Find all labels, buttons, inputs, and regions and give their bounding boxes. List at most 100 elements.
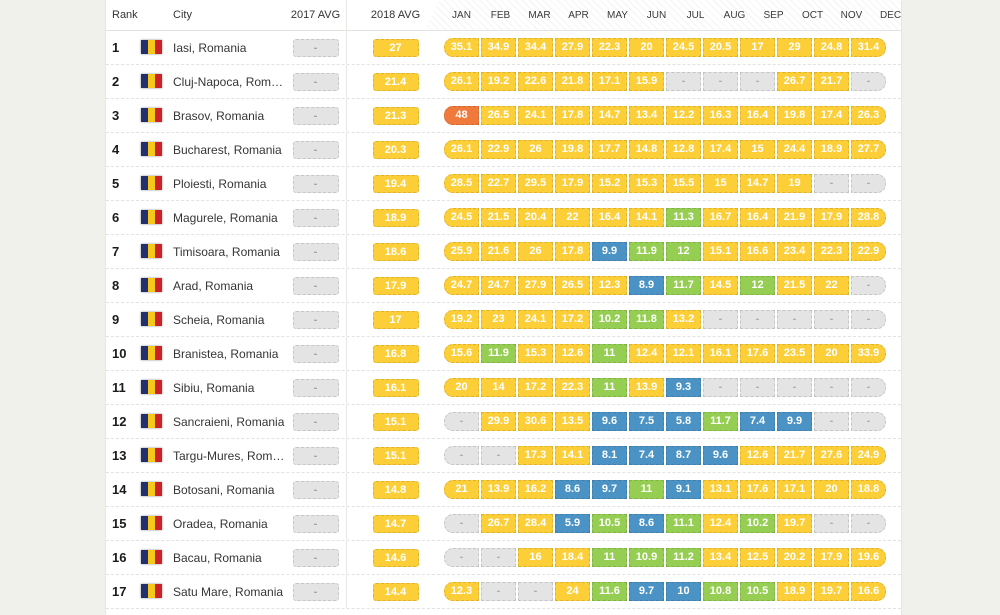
month-value-cell: 26.5 xyxy=(555,276,590,295)
city-name: Branistea, Romania xyxy=(173,346,279,361)
table-row[interactable]: 11 Sibiu, Romania - 16.1 20 14 17.2 22.3 11 1… xyxy=(106,371,901,405)
month-value-cell: 14.7 xyxy=(592,106,627,125)
month-value-cell: 15.5 xyxy=(666,174,701,193)
month-cells: 24.7 24.7 27.9 26.5 12.3 8.9 11.7 14.5 12 21.5 22- xyxy=(444,276,886,295)
romania-flag-icon xyxy=(141,40,162,55)
avg-2018-badge: 19.4 xyxy=(372,174,419,193)
avg-2018-badge: 27 xyxy=(372,38,419,57)
avg-2018-badge: 14.6 xyxy=(372,548,419,567)
city-name: Ploiesti, Romania xyxy=(173,176,267,191)
month-value-cell: - xyxy=(777,310,812,329)
avg-2017-badge: - xyxy=(292,311,339,329)
month-value-cell: 33.9 xyxy=(851,344,886,363)
month-value-cell: - xyxy=(851,378,886,397)
month-value-cell: 11.2 xyxy=(666,548,701,567)
month-value-cell: 29.5 xyxy=(518,174,553,193)
flag-cell xyxy=(141,277,173,295)
month-value-cell: 10.8 xyxy=(703,582,738,601)
month-value-cell: 21.5 xyxy=(481,208,516,227)
month-value-cell: 18.4 xyxy=(555,548,590,567)
month-value-cell: 12.2 xyxy=(666,106,701,125)
month-column-header: NOV xyxy=(834,10,869,21)
month-value-cell: 15.6 xyxy=(444,344,479,363)
avg-2018-badge: 18.9 xyxy=(372,208,419,227)
rank-cell: 14 xyxy=(112,482,127,497)
table-row[interactable]: 9 Scheia, Romania - 17 19.2 23 24.1 17.2 10.… xyxy=(106,303,901,337)
month-value-cell: 18.9 xyxy=(777,582,812,601)
month-value-cell: 19.8 xyxy=(555,140,590,159)
romania-flag-icon xyxy=(141,448,162,463)
month-value-cell: 17.6 xyxy=(740,344,775,363)
table-row[interactable]: 17 Satu Mare, Romania - 14.4 12.3- -24 11.… xyxy=(106,575,901,609)
month-value-cell: 17.1 xyxy=(592,72,627,91)
avg-2017-badge: - xyxy=(292,107,339,125)
table-row[interactable]: 12 Sancraieni, Romania - 15.1 -29.9 30.6 1… xyxy=(106,405,901,439)
month-value-cell: 20 xyxy=(629,38,664,57)
table-row[interactable]: 4 Bucharest, Romania - 20.3 26.1 22.9 26 19… xyxy=(106,133,901,167)
month-value-cell: 22.9 xyxy=(481,140,516,159)
month-value-cell: 26 xyxy=(518,140,553,159)
month-value-cell: 11.7 xyxy=(666,276,701,295)
month-value-cell: - xyxy=(703,310,738,329)
month-value-cell: 15.2 xyxy=(592,174,627,193)
month-value-cell: 24.5 xyxy=(444,208,479,227)
month-cells: 48 26.5 24.1 17.8 14.7 13.4 12.2 16.3 16.4 19.8 17… xyxy=(444,106,886,125)
city-name: Bucharest, Romania xyxy=(173,142,282,157)
month-value-cell: 28.8 xyxy=(851,208,886,227)
month-value-cell: 11.9 xyxy=(629,242,664,261)
month-value-cell: 13.9 xyxy=(481,480,516,499)
table-header: Rank City 2017 AVG 2018 AVG JAN FEB MAR APR… xyxy=(106,0,901,31)
table-row[interactable]: 1 Iasi, Romania - 27 35.1 34.9 34.4 27.9 22.… xyxy=(106,31,901,65)
table-row[interactable]: 6 Magurele, Romania - 18.9 24.5 21.5 20.4 2… xyxy=(106,201,901,235)
table-row[interactable]: 3 Brasov, Romania - 21.3 48 26.5 24.1 17.8 1… xyxy=(106,99,901,133)
avg-2017-badge: - xyxy=(292,583,339,601)
table-row[interactable]: 16 Bacau, Romania - 14.6 - -16 18.4 11 10.9 1… xyxy=(106,541,901,575)
flag-cell xyxy=(141,243,173,261)
next-row-stub xyxy=(106,609,901,615)
month-value-cell: 16.1 xyxy=(703,344,738,363)
month-value-cell: 10.5 xyxy=(740,582,775,601)
table-row[interactable]: 13 Targu-Mures, Roma... - 15.1 - -17.3 14.… xyxy=(106,439,901,473)
month-value-cell: 10 xyxy=(666,582,701,601)
month-cells: 21 13.9 16.2 8.6 9.7 11 9.1 13.1 17.6 17.1 20 18.8 xyxy=(444,480,886,499)
table-row[interactable]: 2 Cluj-Napoca, Roma... - 21.4 26.1 19.2 22… xyxy=(106,65,901,99)
flag-cell xyxy=(141,107,173,125)
city-name: Sancraieni, Romania xyxy=(173,414,285,429)
table-row[interactable]: 10 Branistea, Romania - 16.8 15.6 11.9 15.… xyxy=(106,337,901,371)
table-row[interactable]: 8 Arad, Romania - 17.9 24.7 24.7 27.9 26.5 1… xyxy=(106,269,901,303)
table-row[interactable]: 7 Timisoara, Romania - 18.6 25.9 21.6 26 17… xyxy=(106,235,901,269)
city-name: Timisoara, Romania xyxy=(173,244,280,259)
romania-flag-icon xyxy=(141,210,162,225)
romania-flag-icon xyxy=(141,108,162,123)
flag-cell xyxy=(141,311,173,329)
month-value-cell: 13.1 xyxy=(703,480,738,499)
month-value-cell: 17.7 xyxy=(592,140,627,159)
month-value-cell: 17.9 xyxy=(814,208,849,227)
month-value-cell: - xyxy=(740,378,775,397)
month-value-cell: 26.1 xyxy=(444,140,479,159)
month-value-cell: 17.4 xyxy=(703,140,738,159)
month-value-cell: 10.2 xyxy=(740,514,775,533)
column-header-2017-avg: 2017 AVG xyxy=(290,9,341,21)
month-value-cell: 21.7 xyxy=(777,446,812,465)
month-value-cell: 11.8 xyxy=(629,310,664,329)
city-name: Targu-Mures, Roma... xyxy=(173,448,285,463)
city-name: Magurele, Romania xyxy=(173,210,278,225)
month-value-cell: 19.6 xyxy=(851,548,886,567)
month-value-cell: 11 xyxy=(629,480,664,499)
month-value-cell: 21.9 xyxy=(777,208,812,227)
month-value-cell: 20.2 xyxy=(777,548,812,567)
month-value-cell: 17.2 xyxy=(518,378,553,397)
month-value-cell: 35.1 xyxy=(444,38,479,57)
month-value-cell: 12.4 xyxy=(703,514,738,533)
month-value-cell: 48 xyxy=(444,106,479,125)
month-value-cell: 10.5 xyxy=(592,514,627,533)
avg-2018-badge: 14.4 xyxy=(372,582,419,601)
romania-flag-icon xyxy=(141,482,162,497)
table-row[interactable]: 15 Oradea, Romania - 14.7 -26.7 28.4 5.9 10… xyxy=(106,507,901,541)
avg-2018-badge: 20.3 xyxy=(372,140,419,159)
rank-cell: 2 xyxy=(112,74,120,89)
month-value-cell: - xyxy=(444,446,479,465)
table-row[interactable]: 14 Botosani, Romania - 14.8 21 13.9 16.2 8.… xyxy=(106,473,901,507)
table-row[interactable]: 5 Ploiesti, Romania - 19.4 28.5 22.7 29.5 1… xyxy=(106,167,901,201)
